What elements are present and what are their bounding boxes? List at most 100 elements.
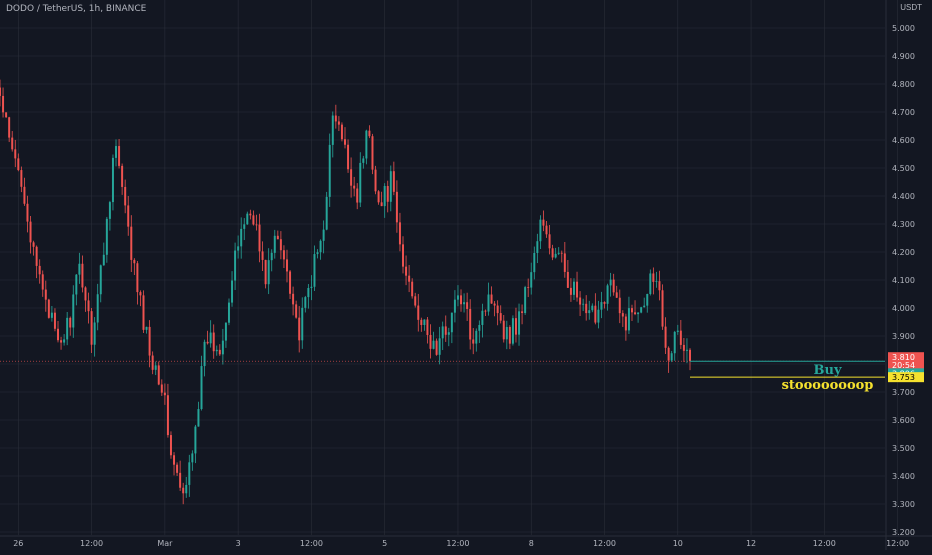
candles	[0, 79, 691, 505]
candle-body	[566, 271, 569, 288]
candle-body	[383, 186, 386, 207]
candle-body	[554, 253, 557, 258]
candle-body	[252, 215, 255, 225]
x-tick-label: 12:00	[80, 539, 103, 548]
price-axis-currency[interactable]: USDT	[900, 3, 922, 12]
y-tick-label: 4.800	[892, 80, 915, 89]
candle-body	[423, 319, 426, 326]
candle-body	[285, 259, 288, 272]
y-tick-label: 3.300	[892, 500, 915, 509]
candle-body	[444, 326, 447, 335]
candle-body	[450, 312, 453, 333]
candle-body	[69, 317, 72, 328]
y-tick-label: 4.400	[892, 192, 915, 201]
price-axis-label-text: 3.753	[892, 373, 915, 382]
candle-body	[2, 95, 5, 113]
candle-body	[572, 281, 575, 295]
candle-body	[600, 302, 603, 310]
candle-body	[331, 115, 334, 145]
candle-body	[356, 188, 359, 203]
candle-body	[188, 462, 191, 485]
candle-body	[539, 219, 542, 242]
candle-body	[499, 313, 502, 321]
y-tick-label: 4.200	[892, 248, 915, 257]
candle-body	[243, 224, 246, 229]
candle-body	[689, 349, 691, 362]
candle-body	[23, 186, 26, 204]
candle-body	[32, 242, 35, 247]
candle-body	[78, 263, 81, 275]
candle-body	[365, 130, 368, 159]
candle-body	[490, 294, 493, 304]
candle-body	[319, 240, 322, 253]
candle-body	[429, 334, 432, 349]
candle-body	[447, 332, 450, 335]
candle-body	[417, 305, 420, 320]
buy-label: Buy	[814, 363, 842, 378]
candle-body	[72, 294, 75, 328]
candle-body	[273, 235, 276, 253]
candle-body	[630, 308, 633, 313]
candle-body	[93, 322, 96, 345]
candle-body	[585, 303, 588, 314]
candle-body	[224, 322, 227, 341]
candle-body	[11, 137, 14, 150]
candle-body	[66, 317, 69, 340]
y-tick-label: 4.100	[892, 276, 915, 285]
candle-body	[173, 455, 176, 465]
candle-body	[682, 344, 685, 351]
candle-body	[289, 271, 292, 294]
candle-body	[337, 121, 340, 125]
candle-body	[81, 263, 84, 288]
candle-body	[200, 366, 203, 410]
x-tick-label: 12:00	[593, 539, 616, 548]
candle-body	[551, 248, 554, 258]
candle-body	[530, 272, 533, 288]
candle-body	[560, 252, 563, 254]
candle-body	[685, 349, 688, 351]
x-tick-label: 8	[529, 539, 534, 548]
candle-body	[395, 191, 398, 223]
candle-body	[44, 289, 47, 300]
y-tick-label: 5.000	[892, 24, 915, 33]
candle-body	[325, 196, 328, 230]
candle-body	[496, 305, 499, 314]
candle-body	[362, 158, 365, 163]
y-tick-label: 4.700	[892, 108, 915, 117]
candle-body	[679, 330, 682, 345]
candle-body	[594, 305, 597, 323]
x-tick-label: 12:00	[446, 539, 469, 548]
candle-body	[130, 226, 133, 260]
candle-body	[441, 326, 444, 339]
candle-body	[658, 281, 661, 291]
candle-body	[414, 296, 417, 306]
candle-body	[212, 332, 215, 352]
candle-body	[53, 312, 56, 329]
candle-body	[460, 295, 463, 305]
candle-body	[0, 87, 1, 96]
candle-body	[521, 311, 524, 313]
symbol-header[interactable]: DODO / TetherUS, 1h, BINANCE	[6, 4, 147, 14]
candle-body	[166, 395, 169, 436]
price-axis-label-text: 20:54	[892, 361, 915, 370]
candle-body	[511, 318, 514, 344]
candle-body	[249, 213, 252, 216]
candle-body	[493, 303, 496, 306]
candle-body	[402, 244, 405, 267]
candle-body	[118, 146, 121, 166]
price-axis-label-text: 3.810	[892, 353, 915, 362]
candle-body	[264, 259, 267, 285]
price-axis-label	[888, 352, 924, 363]
candle-body	[227, 302, 230, 323]
candle-body	[121, 165, 124, 187]
candle-body	[432, 340, 435, 349]
candle-body	[310, 286, 313, 288]
candle-body	[371, 136, 374, 170]
candle-body	[316, 252, 319, 255]
x-tick-label: 26	[13, 539, 23, 548]
candle-body	[57, 328, 60, 341]
candle-body	[334, 115, 337, 122]
